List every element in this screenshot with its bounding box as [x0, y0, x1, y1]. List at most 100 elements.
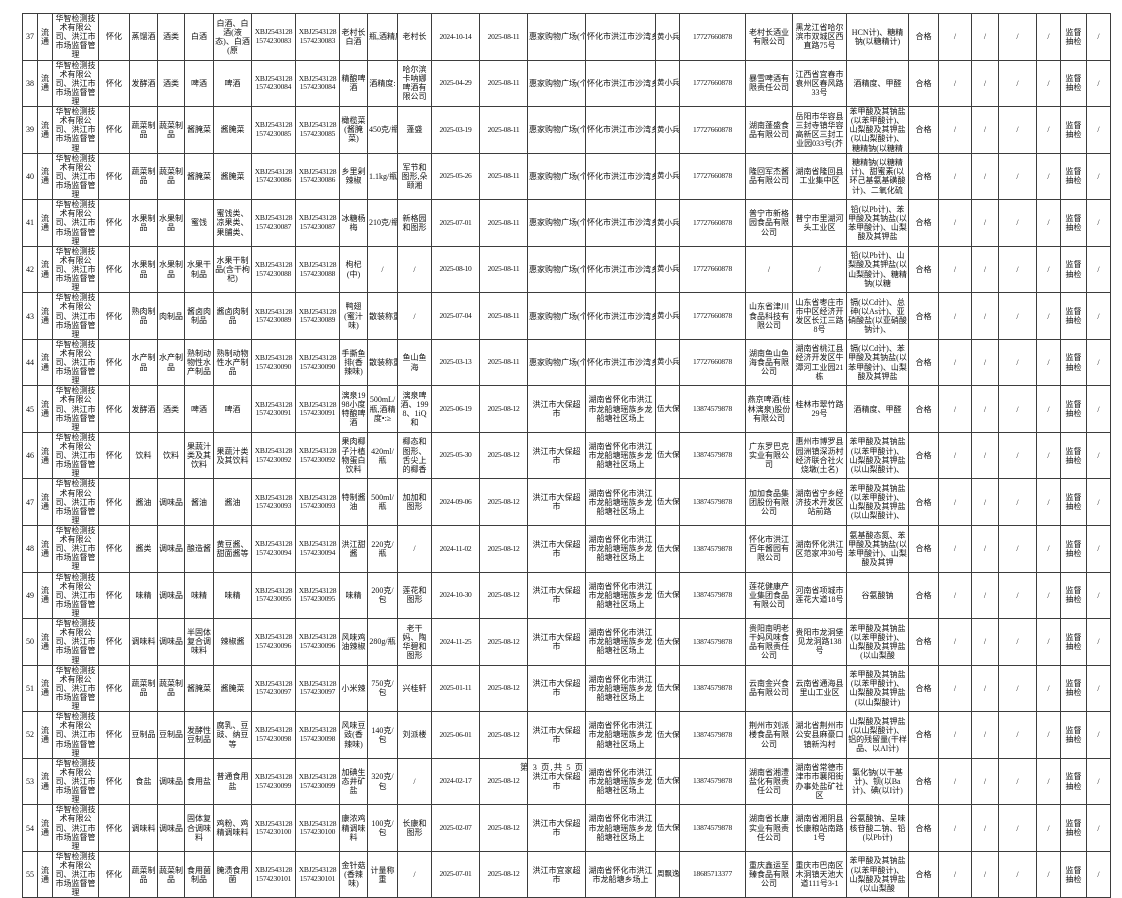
col-category-4: 鸡粉、鸡精调味料 — [213, 804, 252, 852]
col-manufacturer-address: 普宁市里湖河头工业区 — [792, 199, 847, 247]
col-category-4: 腌渍食用菌 — [213, 850, 252, 898]
col-phone: 17727660878 — [679, 199, 746, 247]
col-production-date: 2024-11-02 — [431, 525, 480, 573]
col-slash-3: / — [998, 525, 1037, 573]
col-category-3: 酱卤肉制品 — [184, 292, 214, 340]
col-inspection-items: 氯化钠(以干基计)、钡(以Ba计)、碘(以I计) — [846, 757, 909, 806]
col-slash-1: / — [938, 245, 972, 294]
col-row-number: 41 — [22, 199, 38, 247]
col-category-4: 普通食用盐 — [213, 757, 252, 806]
col-sample-code: XBJ25431281574230088 — [295, 245, 340, 294]
col-category-3: 酱油 — [184, 478, 214, 527]
col-slash-5: / — [1086, 850, 1111, 898]
col-row-number: 49 — [22, 571, 38, 620]
col-category-1: 水产制品 — [129, 338, 158, 387]
col-sampled-unit: 洪江市大保超市 — [527, 478, 586, 527]
col-spec: 500mL/瓶,酒精度•:≥ — [367, 385, 398, 433]
col-agency: 华智检测技术有限公司、洪江市市场监督管理 — [52, 525, 99, 573]
col-category-4: 白酒、白酒(液态)、白酒(原 — [213, 13, 252, 61]
col-sample-link: 流通 — [37, 618, 53, 666]
col-contact: 黄小兵 — [655, 292, 680, 340]
col-slash-2: / — [971, 106, 999, 154]
col-inspection-items: 苯甲酸及其钠盐(以苯甲酸计)、山梨酸及其钾盐(以山梨酸计)、糖精钠(以糖精 — [846, 106, 909, 154]
col-category-4: 啤酒 — [213, 385, 252, 433]
col-inspection-items: 镉(以Cd计)、总砷(以As计)、亚硝酸盐(以亚硝酸钠计)、 — [846, 292, 909, 340]
col-slash-2: / — [971, 245, 999, 294]
col-sample-link: 流通 — [37, 245, 53, 294]
col-category-1: 蔬菜制品 — [129, 152, 158, 201]
col-sample-code: XBJ25431281574230095 — [295, 571, 340, 620]
col-inspection-type: 监督抽检 — [1060, 199, 1087, 247]
col-slash-2: / — [971, 199, 999, 247]
col-slash-5: / — [1086, 13, 1111, 61]
col-category-1: 酱类 — [129, 525, 158, 573]
col-task-code: XBJ25431281574230093 — [251, 478, 296, 527]
col-slash-4: / — [1036, 431, 1061, 480]
col-production-date: 2025-05-30 — [431, 431, 480, 480]
col-manufacturer: 云南金兴食品有限公司 — [745, 664, 793, 713]
col-slash-3: / — [998, 664, 1037, 713]
col-sampled-unit: 洪江市大保超市 — [527, 618, 586, 666]
col-slash-1: / — [938, 338, 972, 387]
col-region: 怀化 — [98, 152, 130, 201]
col-slash-5: / — [1086, 478, 1111, 527]
table-row: 50 流通 华智检测技术有限公司、洪江市市场监督管理 怀化 调味料 调味品 半固体复合调味料… — [22, 618, 1111, 666]
col-inspection-items: 铅(以Pb计)、苯甲酸及其钠盐(以苯甲酸计)、山梨酸及其钾盐 — [846, 199, 909, 247]
col-agency: 华智检测技术有限公司、洪江市市场监督管理 — [52, 618, 99, 666]
col-sampled-unit-address: 怀化市洪江市沙湾乡 — [585, 13, 656, 61]
col-category-1: 味精 — [129, 571, 158, 620]
col-slash-5: / — [1086, 804, 1111, 852]
col-inspection-items: 酒精度、甲醛 — [846, 385, 909, 433]
col-sampled-unit-address: 怀化市洪江市沙湾乡 — [585, 152, 656, 201]
col-task-code: XBJ25431281574230100 — [251, 804, 296, 852]
col-inspection-type: 监督抽检 — [1060, 245, 1087, 294]
col-trademark: / — [397, 757, 432, 806]
col-region: 怀化 — [98, 525, 130, 573]
table-row: 42 流通 华智检测技术有限公司、洪江市市场监督管理 怀化 水果制品 水果制品 水果干制品水… — [22, 245, 1111, 294]
col-slash-1: / — [938, 431, 972, 480]
table-row: 44 流通 华智检测技术有限公司、洪江市市场监督管理 怀化 水产制品 水产制品 熟制动物性水… — [22, 338, 1111, 387]
col-slash-2: / — [971, 478, 999, 527]
col-sample-code: XBJ25431281574230098 — [295, 711, 340, 759]
col-contact: 伍大保 — [655, 711, 680, 759]
col-category-3: 啤酒 — [184, 59, 214, 108]
col-region: 怀化 — [98, 13, 130, 61]
col-manufacturer: 普宁市新格园食品有限公司 — [745, 199, 793, 247]
col-row-number: 43 — [22, 292, 38, 340]
col-sample-link: 流通 — [37, 431, 53, 480]
col-agency: 华智检测技术有限公司、洪江市市场监督管理 — [52, 757, 99, 806]
col-category-4: 酱腌菜 — [213, 664, 252, 713]
col-trademark: 长康和图形 — [397, 804, 432, 852]
col-region: 怀化 — [98, 245, 130, 294]
col-sampled-unit: 洪江市宜家超市 — [527, 850, 586, 898]
col-category-1: 饮料 — [129, 431, 158, 480]
col-sampling-date: 2025-08-11 — [479, 152, 528, 201]
col-slash-3: / — [998, 804, 1037, 852]
col-slash-3: / — [998, 106, 1037, 154]
col-trademark: 莲花和图形 — [397, 571, 432, 620]
col-sampled-unit: 洪江市大保超市 — [527, 664, 586, 713]
col-sampling-date: 2025-08-11 — [479, 338, 528, 387]
col-manufacturer-address: 湖南省湘阴县长康粮站南路1号 — [792, 804, 847, 852]
col-slash-3: / — [998, 618, 1037, 666]
col-production-date: 2024-10-30 — [431, 571, 480, 620]
col-contact: 黄小兵 — [655, 245, 680, 294]
table-row: 53 流通 华智检测技术有限公司、洪江市市场监督管理 怀化 食盐 调味品 食用盐 普通食用盐 X… — [22, 757, 1111, 806]
col-slash-5: / — [1086, 431, 1111, 480]
col-category-4: 酱腌菜 — [213, 106, 252, 154]
col-product-name: 康浓鸡精调味料 — [339, 804, 368, 852]
col-inspection-type: 监督抽检 — [1060, 385, 1087, 433]
col-sampled-unit-address: 湖南省怀化市洪江市龙船塘瑶族乡龙船塘社区场上 — [585, 664, 656, 713]
col-contact: 黄小兵 — [655, 338, 680, 387]
col-sampled-unit-address: 湖南省怀化市洪江市龙船塘瑶族乡龙船塘社区场上 — [585, 711, 656, 759]
col-trademark: 刘派楼 — [397, 711, 432, 759]
col-phone: 17727660878 — [679, 245, 746, 294]
col-phone: 13874579878 — [679, 385, 746, 433]
col-sampling-date: 2025-08-11 — [479, 106, 528, 154]
col-product-name: 橄榄菜(酱腌菜) — [339, 106, 368, 154]
col-spec: 酒精度: — [367, 59, 398, 108]
col-category-2: 调味品 — [157, 478, 185, 527]
col-sampling-date: 2025-08-11 — [479, 13, 528, 61]
col-manufacturer-address: 湖南省隆回县工业集中区 — [792, 152, 847, 201]
col-product-name: 老村长白酒 — [339, 13, 368, 61]
